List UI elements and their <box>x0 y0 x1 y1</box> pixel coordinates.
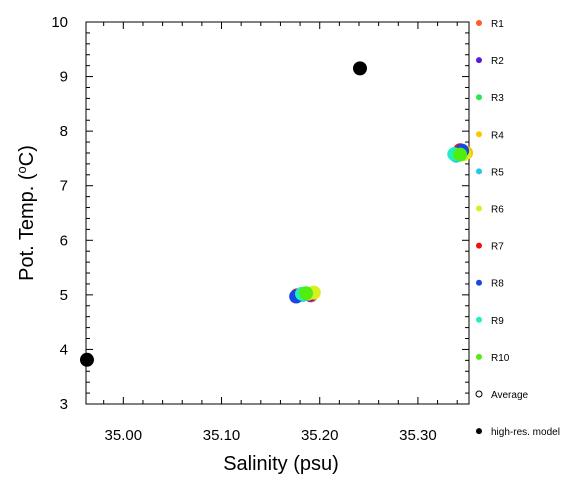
legend-label-r6: R6 <box>491 205 504 216</box>
x-tick-label: 35.10 <box>203 427 241 444</box>
y-tick-label: 4 <box>60 341 68 358</box>
legend-marker-r4 <box>476 131 482 138</box>
legend: R1 R2 R3 R4 R5 R6 R7 R8 R9 R10 Average high-res. mo… <box>475 19 560 438</box>
legend-label-r8: R8 <box>491 279 504 290</box>
plot-area: 35.00 35.10 35.20 35.30 3 4 5 6 7 8 9 10 <box>51 14 474 444</box>
legend-marker-high-res-model <box>476 428 482 435</box>
y-tick-label: 9 <box>60 69 68 86</box>
legend-marker-r8 <box>476 279 482 286</box>
y-axis-title: Pot. Temp. (oC) <box>14 145 38 281</box>
point-high-res-model <box>79 352 94 367</box>
legend-label-high-res-model: high-res. model <box>491 427 560 438</box>
point-high-res-model <box>352 61 367 76</box>
y-tick-label: 6 <box>60 232 68 249</box>
y-tick-label: 7 <box>60 178 68 195</box>
legend-marker-r2 <box>476 57 482 64</box>
legend-marker-r6 <box>476 205 482 212</box>
legend-label-r3: R3 <box>491 93 504 104</box>
y-tick-label: 3 <box>60 396 68 413</box>
legend-marker-r3 <box>476 94 482 101</box>
legend-label-r1: R1 <box>491 19 504 30</box>
x-tick-label: 35.20 <box>301 427 339 444</box>
legend-marker-r1 <box>476 20 482 26</box>
x-tick-label: 35.30 <box>399 427 437 444</box>
point-r10 <box>453 147 468 162</box>
legend-marker-r10 <box>476 353 482 360</box>
legend-label-average: Average <box>491 390 529 401</box>
legend-label-r9: R9 <box>491 316 504 327</box>
y-axis-title-tail: C) <box>16 145 38 166</box>
legend-marker-r7 <box>476 242 482 249</box>
legend-label-r4: R4 <box>491 130 504 141</box>
legend-marker-average <box>475 390 483 398</box>
y-tick-label: 10 <box>51 14 68 31</box>
x-axis-title: Salinity (psu) <box>223 453 339 475</box>
y-tick-label: 8 <box>60 123 68 140</box>
legend-label-r7: R7 <box>491 242 504 253</box>
legend-marker-r5 <box>476 168 482 175</box>
legend-label-r2: R2 <box>491 56 504 67</box>
legend-marker-r9 <box>476 316 482 323</box>
x-tick-label: 35.00 <box>105 427 143 444</box>
point-r10 <box>298 286 313 301</box>
plot-frame <box>85 21 470 405</box>
y-axis-title-degree: o <box>14 166 29 173</box>
legend-label-r5: R5 <box>491 167 504 178</box>
y-axis-title-main: Pot. Temp. ( <box>16 173 38 281</box>
legend-label-r10: R10 <box>491 353 510 364</box>
y-tick-label: 5 <box>60 287 68 304</box>
